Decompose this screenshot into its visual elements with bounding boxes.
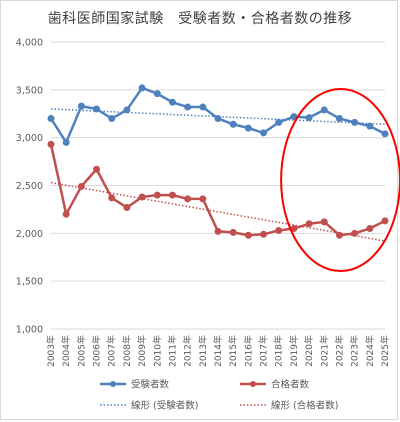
data-point-0 xyxy=(93,105,101,113)
data-point-0 xyxy=(381,130,389,138)
legend-label: 線形 (合格者数) xyxy=(271,400,338,412)
x-tick-label: 2020年 xyxy=(303,335,315,367)
data-point-1 xyxy=(366,225,374,233)
x-tick-label: 2012年 xyxy=(182,335,194,367)
data-point-0 xyxy=(184,103,192,111)
data-point-1 xyxy=(305,220,313,228)
data-point-1 xyxy=(229,228,237,236)
x-tick-label: 2003年 xyxy=(45,335,57,367)
data-point-0 xyxy=(123,106,131,114)
x-tick-label: 2014年 xyxy=(212,335,224,367)
x-tick-label: 2023年 xyxy=(349,335,361,367)
data-point-0 xyxy=(229,120,237,128)
data-point-0 xyxy=(168,98,176,106)
legend-label: 線形 (受験者数) xyxy=(131,400,198,412)
data-point-0 xyxy=(47,115,55,123)
data-point-0 xyxy=(153,90,161,98)
x-tick-label: 2005年 xyxy=(75,335,87,367)
data-point-1 xyxy=(199,195,207,203)
x-tick-label: 2022年 xyxy=(333,335,345,367)
data-point-1 xyxy=(123,204,131,212)
data-point-0 xyxy=(199,103,207,111)
y-tick-label: 2,500 xyxy=(16,181,43,192)
x-tick-label: 2004年 xyxy=(60,335,72,367)
x-tick-label: 2013年 xyxy=(197,335,209,367)
y-tick-label: 1,000 xyxy=(16,325,43,336)
x-tick-label: 2009年 xyxy=(136,335,148,367)
x-tick-label: 2021年 xyxy=(318,335,330,367)
x-tick-label: 2016年 xyxy=(242,335,254,367)
data-point-1 xyxy=(214,227,222,235)
y-tick-label: 3,000 xyxy=(16,133,43,144)
x-tick-label: 2019年 xyxy=(288,335,300,367)
y-tick-label: 4,000 xyxy=(16,38,43,49)
data-point-1 xyxy=(47,140,55,148)
data-point-1 xyxy=(77,182,85,190)
legend-marker-1 xyxy=(250,381,256,387)
data-point-0 xyxy=(77,102,85,110)
data-point-1 xyxy=(62,210,70,218)
data-point-1 xyxy=(335,231,343,239)
x-tick-label: 2010年 xyxy=(151,335,163,367)
data-point-0 xyxy=(138,84,146,92)
data-point-1 xyxy=(93,165,101,173)
x-tick-label: 2011年 xyxy=(166,335,178,367)
data-point-1 xyxy=(320,218,328,226)
data-point-1 xyxy=(108,194,116,202)
data-point-1 xyxy=(244,231,252,239)
y-tick-label: 1,500 xyxy=(16,277,43,288)
legend-label: 合格者数 xyxy=(271,379,310,391)
data-point-0 xyxy=(214,115,222,123)
data-point-1 xyxy=(381,217,389,225)
series-line-1 xyxy=(49,144,386,237)
data-point-0 xyxy=(108,115,116,123)
data-point-1 xyxy=(260,230,268,238)
data-point-1 xyxy=(275,226,283,234)
data-point-0 xyxy=(275,118,283,126)
x-tick-label: 2008年 xyxy=(121,335,133,367)
data-point-1 xyxy=(168,191,176,199)
data-point-0 xyxy=(320,106,328,114)
data-point-0 xyxy=(366,122,374,130)
data-point-0 xyxy=(335,115,343,123)
x-tick-label: 2015年 xyxy=(227,335,239,367)
data-point-0 xyxy=(244,124,252,132)
data-point-1 xyxy=(153,191,161,199)
x-tick-label: 2018年 xyxy=(273,335,285,367)
x-tick-label: 2007年 xyxy=(106,335,118,367)
chart-title: 歯科医師国家試験 受験者数・合格者数の推移 xyxy=(47,11,353,27)
x-tick-label: 2017年 xyxy=(258,335,270,367)
x-tick-label: 2025年 xyxy=(379,335,391,367)
data-point-0 xyxy=(351,118,359,126)
data-point-0 xyxy=(62,138,70,146)
data-point-1 xyxy=(351,229,359,237)
y-tick-label: 2,000 xyxy=(16,229,43,240)
data-point-1 xyxy=(184,195,192,203)
legend-label: 受験者数 xyxy=(131,379,170,391)
legend-marker-0 xyxy=(110,381,116,387)
data-point-1 xyxy=(138,193,146,201)
trendline-1 xyxy=(50,181,386,242)
x-tick-label: 2024年 xyxy=(364,335,376,367)
data-point-0 xyxy=(305,114,313,122)
data-point-0 xyxy=(260,129,268,137)
y-tick-label: 3,500 xyxy=(16,85,43,96)
x-tick-label: 2006年 xyxy=(91,335,103,367)
